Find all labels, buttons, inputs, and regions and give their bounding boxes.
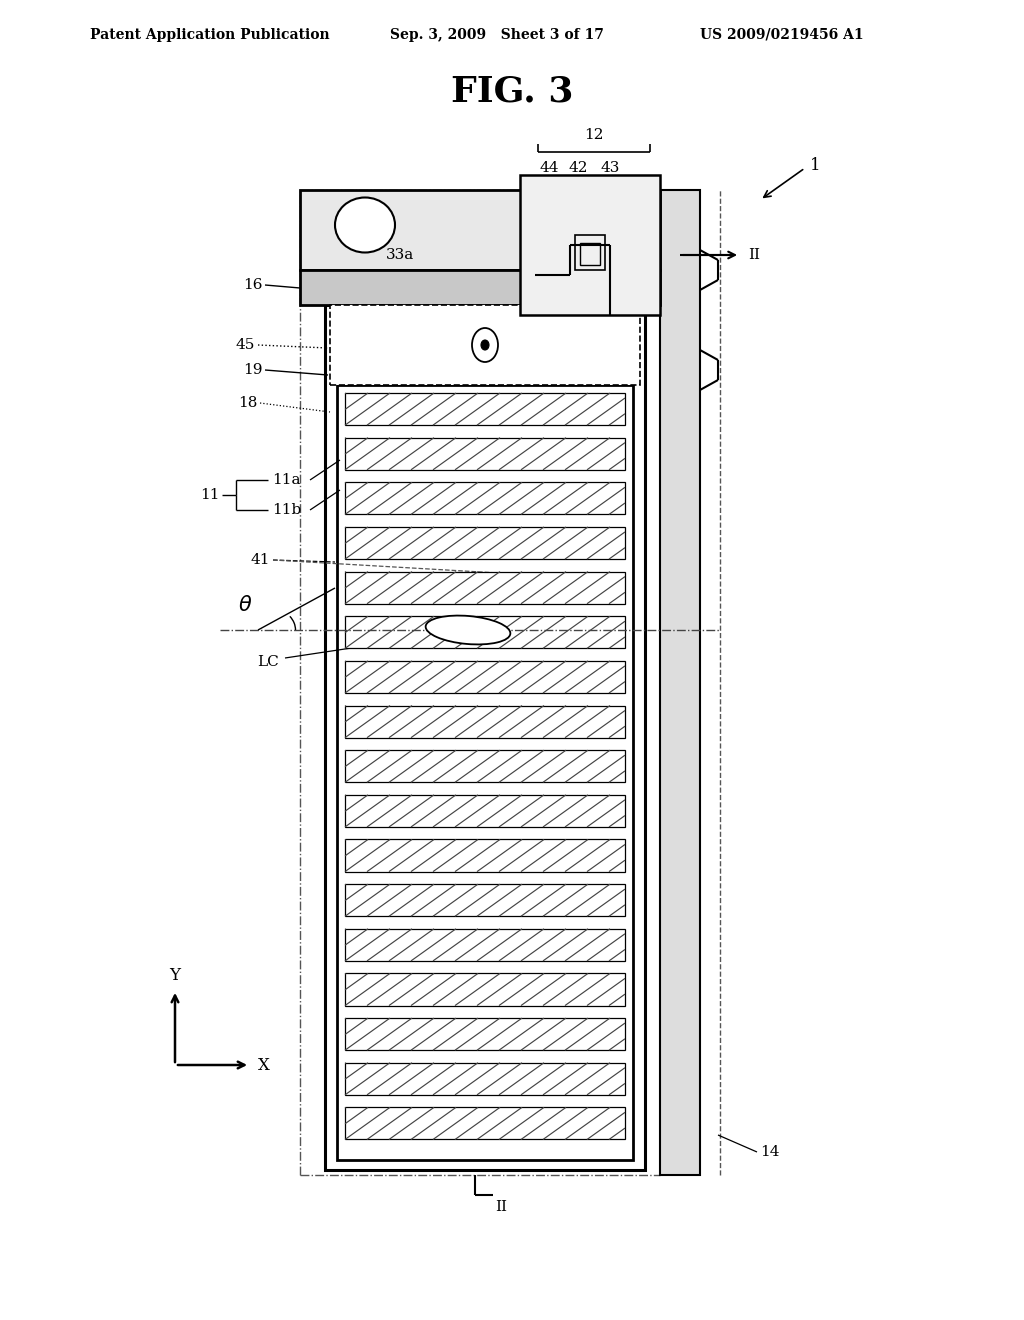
Bar	[575, 235, 605, 271]
Bar	[345, 705, 625, 738]
Bar	[660, 190, 700, 1175]
Bar	[345, 1063, 625, 1094]
Bar	[337, 385, 633, 1160]
Text: Sep. 3, 2009   Sheet 3 of 17: Sep. 3, 2009 Sheet 3 of 17	[390, 28, 604, 42]
Text: 14: 14	[760, 1144, 779, 1159]
Text: FIG. 3: FIG. 3	[451, 75, 573, 110]
Ellipse shape	[481, 341, 489, 350]
Text: II: II	[748, 248, 760, 261]
Text: 1: 1	[810, 157, 820, 173]
Text: LC: LC	[257, 655, 279, 669]
Bar	[345, 572, 625, 603]
Text: 16: 16	[244, 279, 263, 292]
Bar	[345, 616, 625, 648]
Text: US 2009/0219456 A1: US 2009/0219456 A1	[700, 28, 863, 42]
Text: $\theta$: $\theta$	[238, 595, 252, 615]
Bar	[345, 929, 625, 961]
Text: X: X	[258, 1056, 270, 1073]
Text: 11: 11	[201, 488, 220, 502]
Bar	[325, 305, 645, 1170]
Bar	[345, 840, 625, 871]
Text: 42: 42	[568, 161, 588, 176]
Text: 41: 41	[251, 553, 270, 568]
Text: 44: 44	[540, 161, 559, 176]
Text: 18: 18	[239, 396, 258, 411]
Bar	[520, 176, 660, 315]
Text: 11b: 11b	[272, 503, 301, 517]
Text: 43: 43	[600, 161, 620, 176]
Bar	[345, 438, 625, 470]
Bar	[345, 1018, 625, 1051]
Bar	[345, 393, 625, 425]
Text: Patent Application Publication: Patent Application Publication	[90, 28, 330, 42]
Text: II: II	[495, 1200, 507, 1214]
Bar	[345, 750, 625, 783]
Ellipse shape	[426, 615, 510, 644]
Bar	[345, 973, 625, 1006]
Text: Y: Y	[170, 968, 180, 985]
Bar	[345, 884, 625, 916]
Text: 12: 12	[585, 128, 604, 143]
Bar	[345, 527, 625, 560]
Bar	[345, 661, 625, 693]
Bar	[330, 305, 640, 385]
Text: 45: 45	[236, 338, 255, 352]
Bar	[345, 1107, 625, 1139]
Bar	[580, 243, 600, 265]
Text: 11a: 11a	[272, 473, 300, 487]
Bar	[345, 795, 625, 826]
Bar	[345, 482, 625, 515]
Ellipse shape	[472, 327, 498, 362]
Text: 33a: 33a	[386, 248, 414, 261]
Bar	[300, 271, 660, 305]
Bar	[300, 190, 660, 271]
Text: 19: 19	[244, 363, 263, 378]
Ellipse shape	[335, 198, 395, 252]
